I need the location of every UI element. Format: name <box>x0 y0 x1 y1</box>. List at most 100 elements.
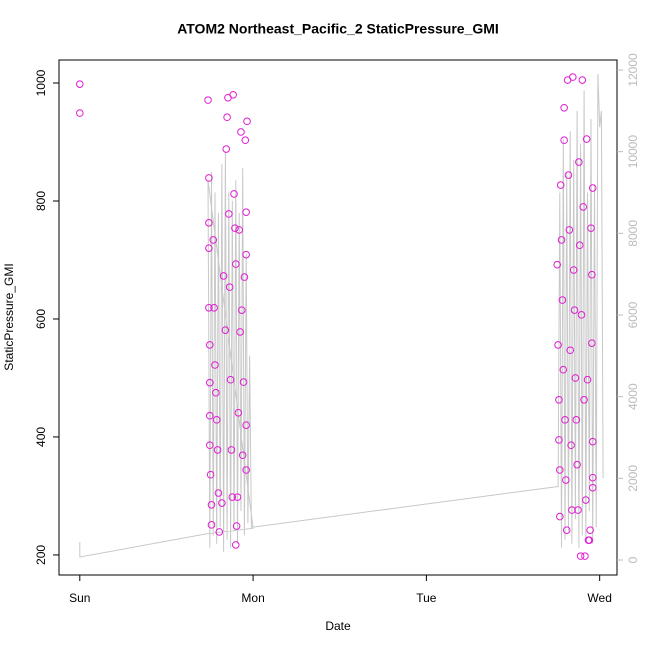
point <box>570 306 579 314</box>
point <box>229 91 237 99</box>
point <box>576 552 585 560</box>
point <box>556 181 565 189</box>
point <box>226 375 235 384</box>
point <box>580 395 588 404</box>
point <box>206 470 215 479</box>
point <box>588 437 597 446</box>
y-tick-label: 200 <box>34 545 48 565</box>
y2-tick-label: 0 <box>626 556 640 563</box>
point <box>218 499 226 507</box>
point <box>228 493 237 501</box>
y2-tick-label: 8000 <box>626 220 640 247</box>
point <box>588 339 596 347</box>
point <box>211 361 219 369</box>
point <box>562 476 570 484</box>
point <box>207 500 216 509</box>
point <box>554 341 562 349</box>
point <box>204 96 212 104</box>
point <box>556 466 564 474</box>
point <box>212 416 221 424</box>
point <box>232 522 241 530</box>
x-tick-label: Wed <box>587 591 611 605</box>
point <box>205 341 214 349</box>
point <box>557 236 566 244</box>
point <box>588 184 597 192</box>
point <box>236 328 244 336</box>
chart-title: ATOM2 Northeast_Pacific_2 StaticPressure… <box>177 21 499 37</box>
point <box>565 226 574 234</box>
point <box>242 250 250 259</box>
point <box>205 303 213 312</box>
point <box>223 113 231 122</box>
point <box>560 136 568 145</box>
point <box>575 158 583 166</box>
point <box>560 103 568 112</box>
point <box>221 326 230 334</box>
point <box>553 260 562 269</box>
point <box>588 473 597 482</box>
point <box>242 421 250 429</box>
y2-tick-label: 12000 <box>626 53 640 87</box>
point <box>231 224 239 232</box>
point <box>559 365 568 374</box>
y-tick-label: 400 <box>34 427 48 447</box>
point <box>231 541 240 549</box>
point <box>568 506 576 514</box>
point <box>237 128 245 136</box>
point <box>569 266 578 274</box>
point <box>581 552 589 560</box>
point <box>75 109 84 117</box>
point <box>231 260 240 268</box>
y-tick-label: 600 <box>34 309 48 329</box>
y2-tick-label: 6000 <box>626 301 640 328</box>
point <box>555 395 563 404</box>
point <box>242 466 250 474</box>
point <box>238 451 247 460</box>
point <box>240 273 249 281</box>
point <box>564 171 573 179</box>
point <box>230 190 238 198</box>
plot-frame <box>58 59 618 576</box>
point <box>214 489 223 497</box>
point <box>234 408 243 417</box>
point <box>585 536 594 544</box>
point <box>235 226 244 234</box>
y2-tick-label: 2000 <box>626 465 640 492</box>
point <box>239 378 248 386</box>
point <box>205 411 214 420</box>
point <box>561 416 569 424</box>
point <box>556 512 564 521</box>
y-tick-label: 800 <box>34 191 48 211</box>
point <box>558 296 567 304</box>
point <box>562 526 571 534</box>
y-tick-label: 1000 <box>34 69 48 96</box>
point <box>567 441 575 450</box>
point <box>205 244 213 252</box>
x-axis-label: Date <box>325 619 351 633</box>
point <box>579 203 588 211</box>
point <box>222 145 231 153</box>
point <box>238 306 246 314</box>
point <box>241 136 250 145</box>
x-tick-label: Tue <box>416 591 437 605</box>
y2-tick-label: 4000 <box>626 383 640 410</box>
point <box>227 446 236 454</box>
point <box>569 73 577 81</box>
point <box>210 303 218 312</box>
point <box>586 526 594 534</box>
point <box>209 236 218 244</box>
y-axis-label: StaticPressure_GMI <box>2 263 16 370</box>
point <box>555 436 563 444</box>
point <box>212 388 220 397</box>
point <box>575 241 584 250</box>
point <box>572 416 581 424</box>
point <box>578 76 587 84</box>
point <box>573 460 581 469</box>
point <box>582 496 590 504</box>
point <box>588 483 597 492</box>
point <box>205 441 214 450</box>
point <box>207 521 216 529</box>
point <box>571 374 580 382</box>
point <box>219 272 228 280</box>
